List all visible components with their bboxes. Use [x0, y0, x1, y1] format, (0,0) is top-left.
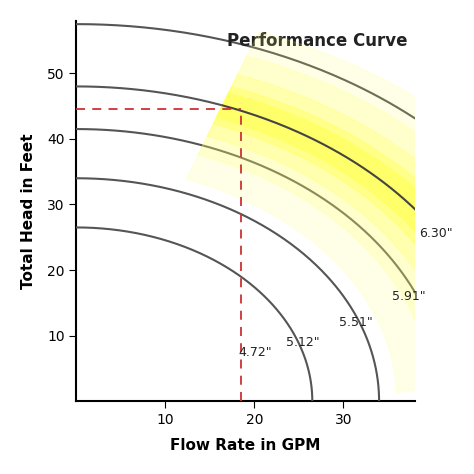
Polygon shape — [217, 93, 474, 391]
Text: 6.30": 6.30" — [419, 228, 453, 240]
Polygon shape — [198, 56, 432, 392]
Polygon shape — [186, 31, 432, 393]
Text: Performance Curve: Performance Curve — [228, 32, 408, 50]
Text: 5.51": 5.51" — [339, 316, 373, 329]
Text: 4.72": 4.72" — [238, 346, 272, 358]
Text: 5.91": 5.91" — [392, 290, 426, 303]
Text: 5.12": 5.12" — [286, 336, 319, 349]
Y-axis label: Total Head in Feet: Total Head in Feet — [21, 133, 36, 289]
X-axis label: Flow Rate in GPM: Flow Rate in GPM — [170, 438, 321, 453]
Polygon shape — [213, 87, 432, 391]
Polygon shape — [207, 74, 432, 392]
